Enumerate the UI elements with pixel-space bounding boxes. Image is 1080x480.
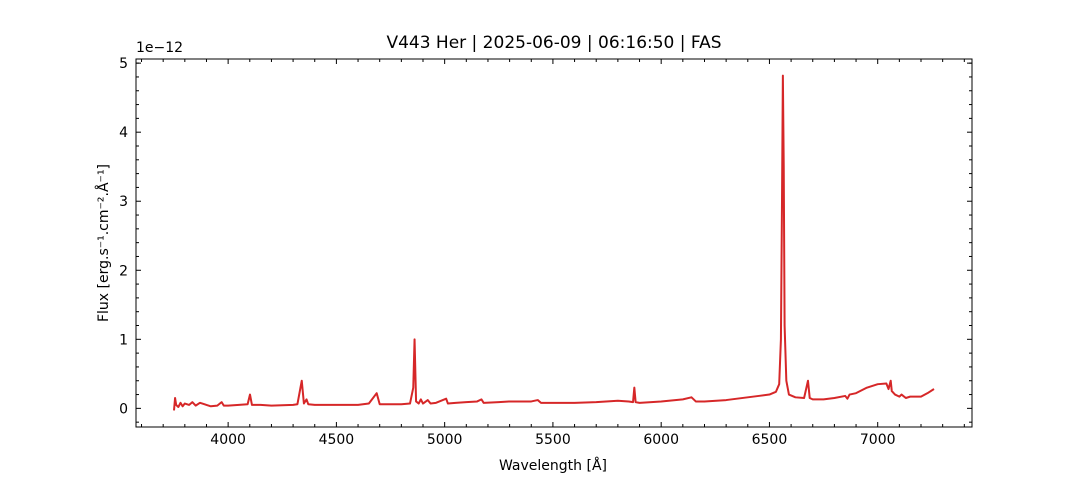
y-offset-label: 1e−12 [136, 40, 183, 56]
y-tick-label: 4 [119, 125, 128, 141]
x-axis-label: Wavelength [Å] [499, 457, 607, 474]
x-tick-label: 4500 [319, 432, 355, 448]
x-tick-label: 7000 [860, 432, 896, 448]
x-tick-label: 6000 [643, 432, 679, 448]
y-tick-label: 0 [119, 401, 128, 417]
y-tick-label: 3 [119, 194, 128, 210]
spectrum-line [173, 74, 935, 411]
y-tick-label: 5 [119, 56, 128, 72]
x-tick-label: 5500 [535, 432, 571, 448]
x-tick-label: 5000 [427, 432, 463, 448]
plot-frame [135, 58, 973, 428]
x-tick-label: 6500 [752, 432, 788, 448]
y-axis-label: Flux [erg.s⁻¹.cm⁻².Å⁻¹] [95, 164, 112, 322]
x-tick-label: 4000 [210, 432, 246, 448]
y-tick-label: 2 [119, 263, 128, 279]
chart-title: V443 Her | 2025-06-09 | 06:16:50 | FAS [386, 33, 721, 53]
y-tick-label: 1 [119, 332, 128, 348]
